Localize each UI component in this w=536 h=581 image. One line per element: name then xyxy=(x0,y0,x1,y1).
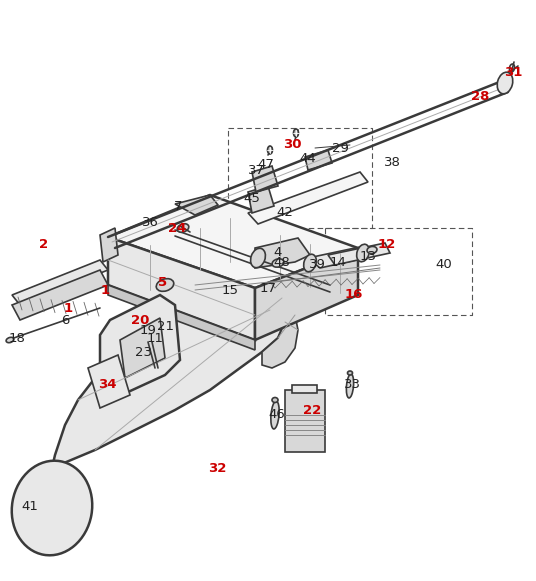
Text: 31: 31 xyxy=(504,66,522,80)
Bar xyxy=(285,390,325,452)
Text: 21: 21 xyxy=(157,321,174,333)
Polygon shape xyxy=(100,228,118,262)
Polygon shape xyxy=(120,318,165,378)
Polygon shape xyxy=(175,195,218,215)
Polygon shape xyxy=(100,295,180,398)
Text: 38: 38 xyxy=(384,156,400,170)
Text: 36: 36 xyxy=(142,216,159,228)
Ellipse shape xyxy=(346,374,354,398)
Text: 5: 5 xyxy=(159,277,168,289)
Text: 24: 24 xyxy=(168,221,186,235)
Ellipse shape xyxy=(12,461,92,555)
Text: 18: 18 xyxy=(9,332,25,345)
Ellipse shape xyxy=(267,146,272,154)
Polygon shape xyxy=(12,270,108,320)
Text: 41: 41 xyxy=(21,500,39,512)
Text: 20: 20 xyxy=(131,314,149,327)
Text: 39: 39 xyxy=(309,259,325,271)
Ellipse shape xyxy=(271,401,279,429)
Text: 16: 16 xyxy=(345,289,363,302)
Text: 44: 44 xyxy=(300,152,316,164)
Text: 13: 13 xyxy=(360,250,376,264)
Text: 32: 32 xyxy=(208,461,226,475)
Text: 7: 7 xyxy=(174,199,182,213)
Text: 29: 29 xyxy=(332,142,348,155)
Text: 4: 4 xyxy=(274,246,282,260)
Text: 30: 30 xyxy=(283,138,301,152)
Text: 6: 6 xyxy=(61,314,69,327)
Polygon shape xyxy=(262,308,298,368)
Ellipse shape xyxy=(367,246,377,253)
Polygon shape xyxy=(88,355,130,408)
Text: 14: 14 xyxy=(330,256,346,270)
Ellipse shape xyxy=(251,248,265,268)
Polygon shape xyxy=(108,285,255,350)
Text: 47: 47 xyxy=(258,157,274,170)
Text: 42: 42 xyxy=(277,206,293,220)
Text: 1: 1 xyxy=(100,284,109,296)
Text: 2: 2 xyxy=(40,238,49,252)
Text: 19: 19 xyxy=(139,324,157,336)
Ellipse shape xyxy=(294,129,299,137)
Polygon shape xyxy=(52,290,288,468)
Polygon shape xyxy=(305,150,332,170)
Polygon shape xyxy=(108,195,358,288)
Ellipse shape xyxy=(177,224,189,232)
Bar xyxy=(292,385,317,393)
Polygon shape xyxy=(248,172,368,224)
Ellipse shape xyxy=(6,338,14,343)
Text: 28: 28 xyxy=(471,91,489,103)
Polygon shape xyxy=(12,260,108,305)
Text: 22: 22 xyxy=(303,404,321,418)
Text: 23: 23 xyxy=(135,346,152,360)
Text: 11: 11 xyxy=(146,332,163,346)
Ellipse shape xyxy=(497,72,513,94)
Text: 46: 46 xyxy=(269,408,285,421)
Ellipse shape xyxy=(272,397,278,403)
Text: 15: 15 xyxy=(221,284,239,296)
Text: 17: 17 xyxy=(259,282,277,295)
Text: 34: 34 xyxy=(98,378,116,392)
Text: 45: 45 xyxy=(243,192,260,205)
Polygon shape xyxy=(248,186,274,213)
Polygon shape xyxy=(328,243,390,265)
Ellipse shape xyxy=(304,254,316,272)
Ellipse shape xyxy=(156,279,174,291)
Polygon shape xyxy=(308,248,365,268)
Ellipse shape xyxy=(347,371,353,375)
Ellipse shape xyxy=(272,259,284,267)
Text: 33: 33 xyxy=(344,378,361,392)
Text: 40: 40 xyxy=(436,257,452,271)
Text: 12: 12 xyxy=(378,238,396,252)
Text: 48: 48 xyxy=(273,256,291,268)
Polygon shape xyxy=(108,237,255,340)
Polygon shape xyxy=(255,238,310,268)
Ellipse shape xyxy=(356,244,369,262)
Polygon shape xyxy=(255,248,358,340)
Polygon shape xyxy=(252,166,278,192)
Text: 1: 1 xyxy=(63,302,72,314)
Text: 37: 37 xyxy=(248,163,264,177)
Polygon shape xyxy=(162,280,245,320)
